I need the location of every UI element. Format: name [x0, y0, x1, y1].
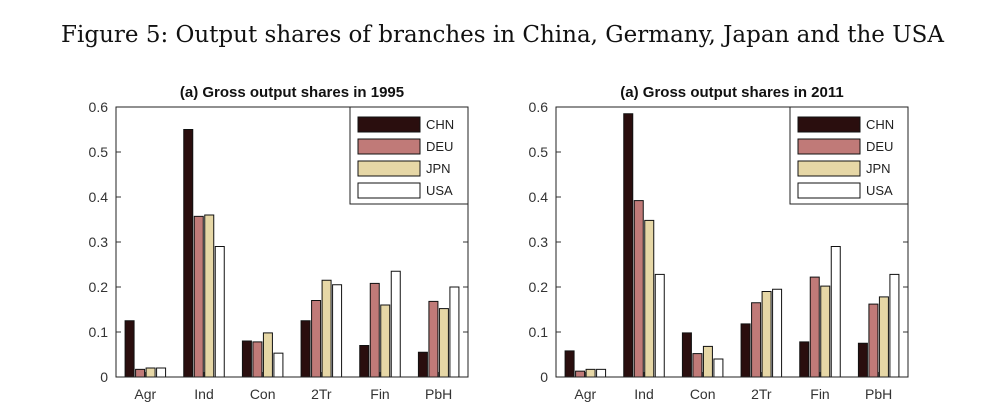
legend-swatch-jpn [797, 160, 861, 177]
bar-chn-ind [183, 129, 194, 378]
legend-swatch-usa [357, 182, 421, 199]
bar-usa-agr [596, 368, 607, 378]
bar-usa-agr [156, 367, 167, 378]
bar-deu-2tr [751, 302, 762, 378]
bar-chn-pbh [857, 342, 868, 378]
bar-usa-pbh [889, 273, 900, 378]
y-tick-label: 0.2 [89, 279, 109, 295]
legend-label-deu: DEU [866, 139, 893, 154]
bar-jpn-con [702, 345, 713, 378]
y-tick-label: 0.5 [89, 144, 109, 160]
y-tick-label: 0.3 [529, 234, 549, 250]
chart-2011: (a) Gross output shares in 2011 0 0.1 0.2 0.… [529, 84, 909, 402]
legend-label-usa: USA [866, 183, 893, 198]
y-tick-label: 0.4 [89, 189, 109, 205]
bar-usa-2tr [332, 284, 343, 378]
bar-jpn-ind [204, 214, 215, 378]
bar-chn-fin [799, 341, 810, 378]
x-tick-label: Ind [634, 386, 653, 402]
y-tick-label: 0.6 [89, 99, 109, 115]
x-tick-label: Con [250, 386, 276, 402]
y-tick-label: 0.4 [529, 189, 549, 205]
y-tick-label: 0.1 [529, 324, 549, 340]
x-tick-label: PbH [425, 386, 452, 402]
legend-swatch-deu [797, 138, 861, 155]
bar-deu-ind [193, 215, 204, 378]
bar-jpn-ind [644, 219, 655, 378]
bar-usa-ind [214, 246, 225, 378]
chart-title: (a) Gross output shares in 2011 [620, 84, 843, 101]
bar-deu-fin [369, 282, 380, 378]
bar-usa-2tr [772, 288, 783, 378]
y-tick-label: 0 [100, 369, 108, 385]
bar-chn-con [681, 332, 692, 378]
bar-jpn-pbh [438, 308, 449, 378]
x-tick-label: Fin [810, 386, 829, 402]
legend-label-chn: CHN [426, 117, 454, 132]
x-tick-label: 2Tr [751, 386, 772, 402]
x-tick-label: Con [690, 386, 716, 402]
bar-deu-con [252, 341, 263, 378]
bar-jpn-2tr [321, 279, 332, 378]
y-tick-label: 0.6 [529, 99, 549, 115]
bar-usa-ind [654, 273, 665, 378]
bar-jpn-agr [585, 368, 596, 378]
y-tick-label: 0.1 [89, 324, 109, 340]
bar-usa-pbh [449, 286, 460, 378]
figure-title: Figure 5: Output shares of branches in C… [61, 22, 944, 48]
bar-deu-2tr [311, 300, 322, 378]
bar-usa-fin [390, 270, 401, 378]
bar-chn-ind [623, 113, 634, 378]
bar-deu-pbh [868, 303, 879, 378]
legend-label-jpn: JPN [426, 161, 451, 176]
x-tick-label: Agr [574, 386, 596, 402]
bar-usa-con [273, 352, 284, 378]
bar-deu-pbh [428, 300, 439, 378]
bar-jpn-fin [380, 304, 391, 378]
legend-swatch-usa [797, 182, 861, 199]
bar-chn-agr [564, 350, 575, 378]
bar-chn-con [241, 340, 252, 378]
bar-jpn-agr [145, 367, 156, 378]
bar-jpn-con [262, 332, 273, 378]
bar-jpn-pbh [878, 296, 889, 378]
bar-jpn-2tr [761, 291, 772, 378]
legend-label-usa: USA [426, 183, 453, 198]
y-tick-label: 0.3 [89, 234, 109, 250]
bar-deu-fin [809, 276, 820, 378]
chart-title: (a) Gross output shares in 1995 [180, 84, 404, 101]
plot-area-frame [555, 106, 909, 378]
x-tick-label: 2Tr [311, 386, 332, 402]
bar-deu-agr [135, 368, 146, 378]
bar-chn-fin [359, 345, 370, 378]
x-tick-label: Agr [134, 386, 156, 402]
bar-deu-ind [633, 200, 644, 378]
bar-jpn-fin [820, 285, 831, 378]
legend-swatch-deu [357, 138, 421, 155]
legend-swatch-chn [357, 116, 421, 133]
plot-area-frame [115, 106, 469, 378]
bar-chn-2tr [740, 323, 751, 378]
x-tick-label: PbH [865, 386, 892, 402]
bar-deu-agr [575, 370, 586, 378]
x-tick-label: Ind [194, 386, 213, 402]
bar-chn-agr [124, 320, 135, 378]
legend-label-deu: DEU [426, 139, 453, 154]
bar-chn-pbh [417, 351, 428, 378]
bar-usa-con [713, 358, 724, 378]
y-tick-label: 0 [540, 369, 548, 385]
bar-chn-2tr [300, 320, 311, 378]
legend-label-chn: CHN [866, 117, 894, 132]
legend-label-jpn: JPN [866, 161, 891, 176]
legend-swatch-jpn [357, 160, 421, 177]
y-tick-label: 0.5 [529, 144, 549, 160]
bar-deu-con [692, 353, 703, 378]
x-tick-label: Fin [370, 386, 389, 402]
chart-1995: (a) Gross output shares in 1995 0 0.1 0.2 0.… [89, 84, 469, 402]
legend-swatch-chn [797, 116, 861, 133]
bar-usa-fin [830, 246, 841, 378]
y-tick-label: 0.2 [529, 279, 549, 295]
